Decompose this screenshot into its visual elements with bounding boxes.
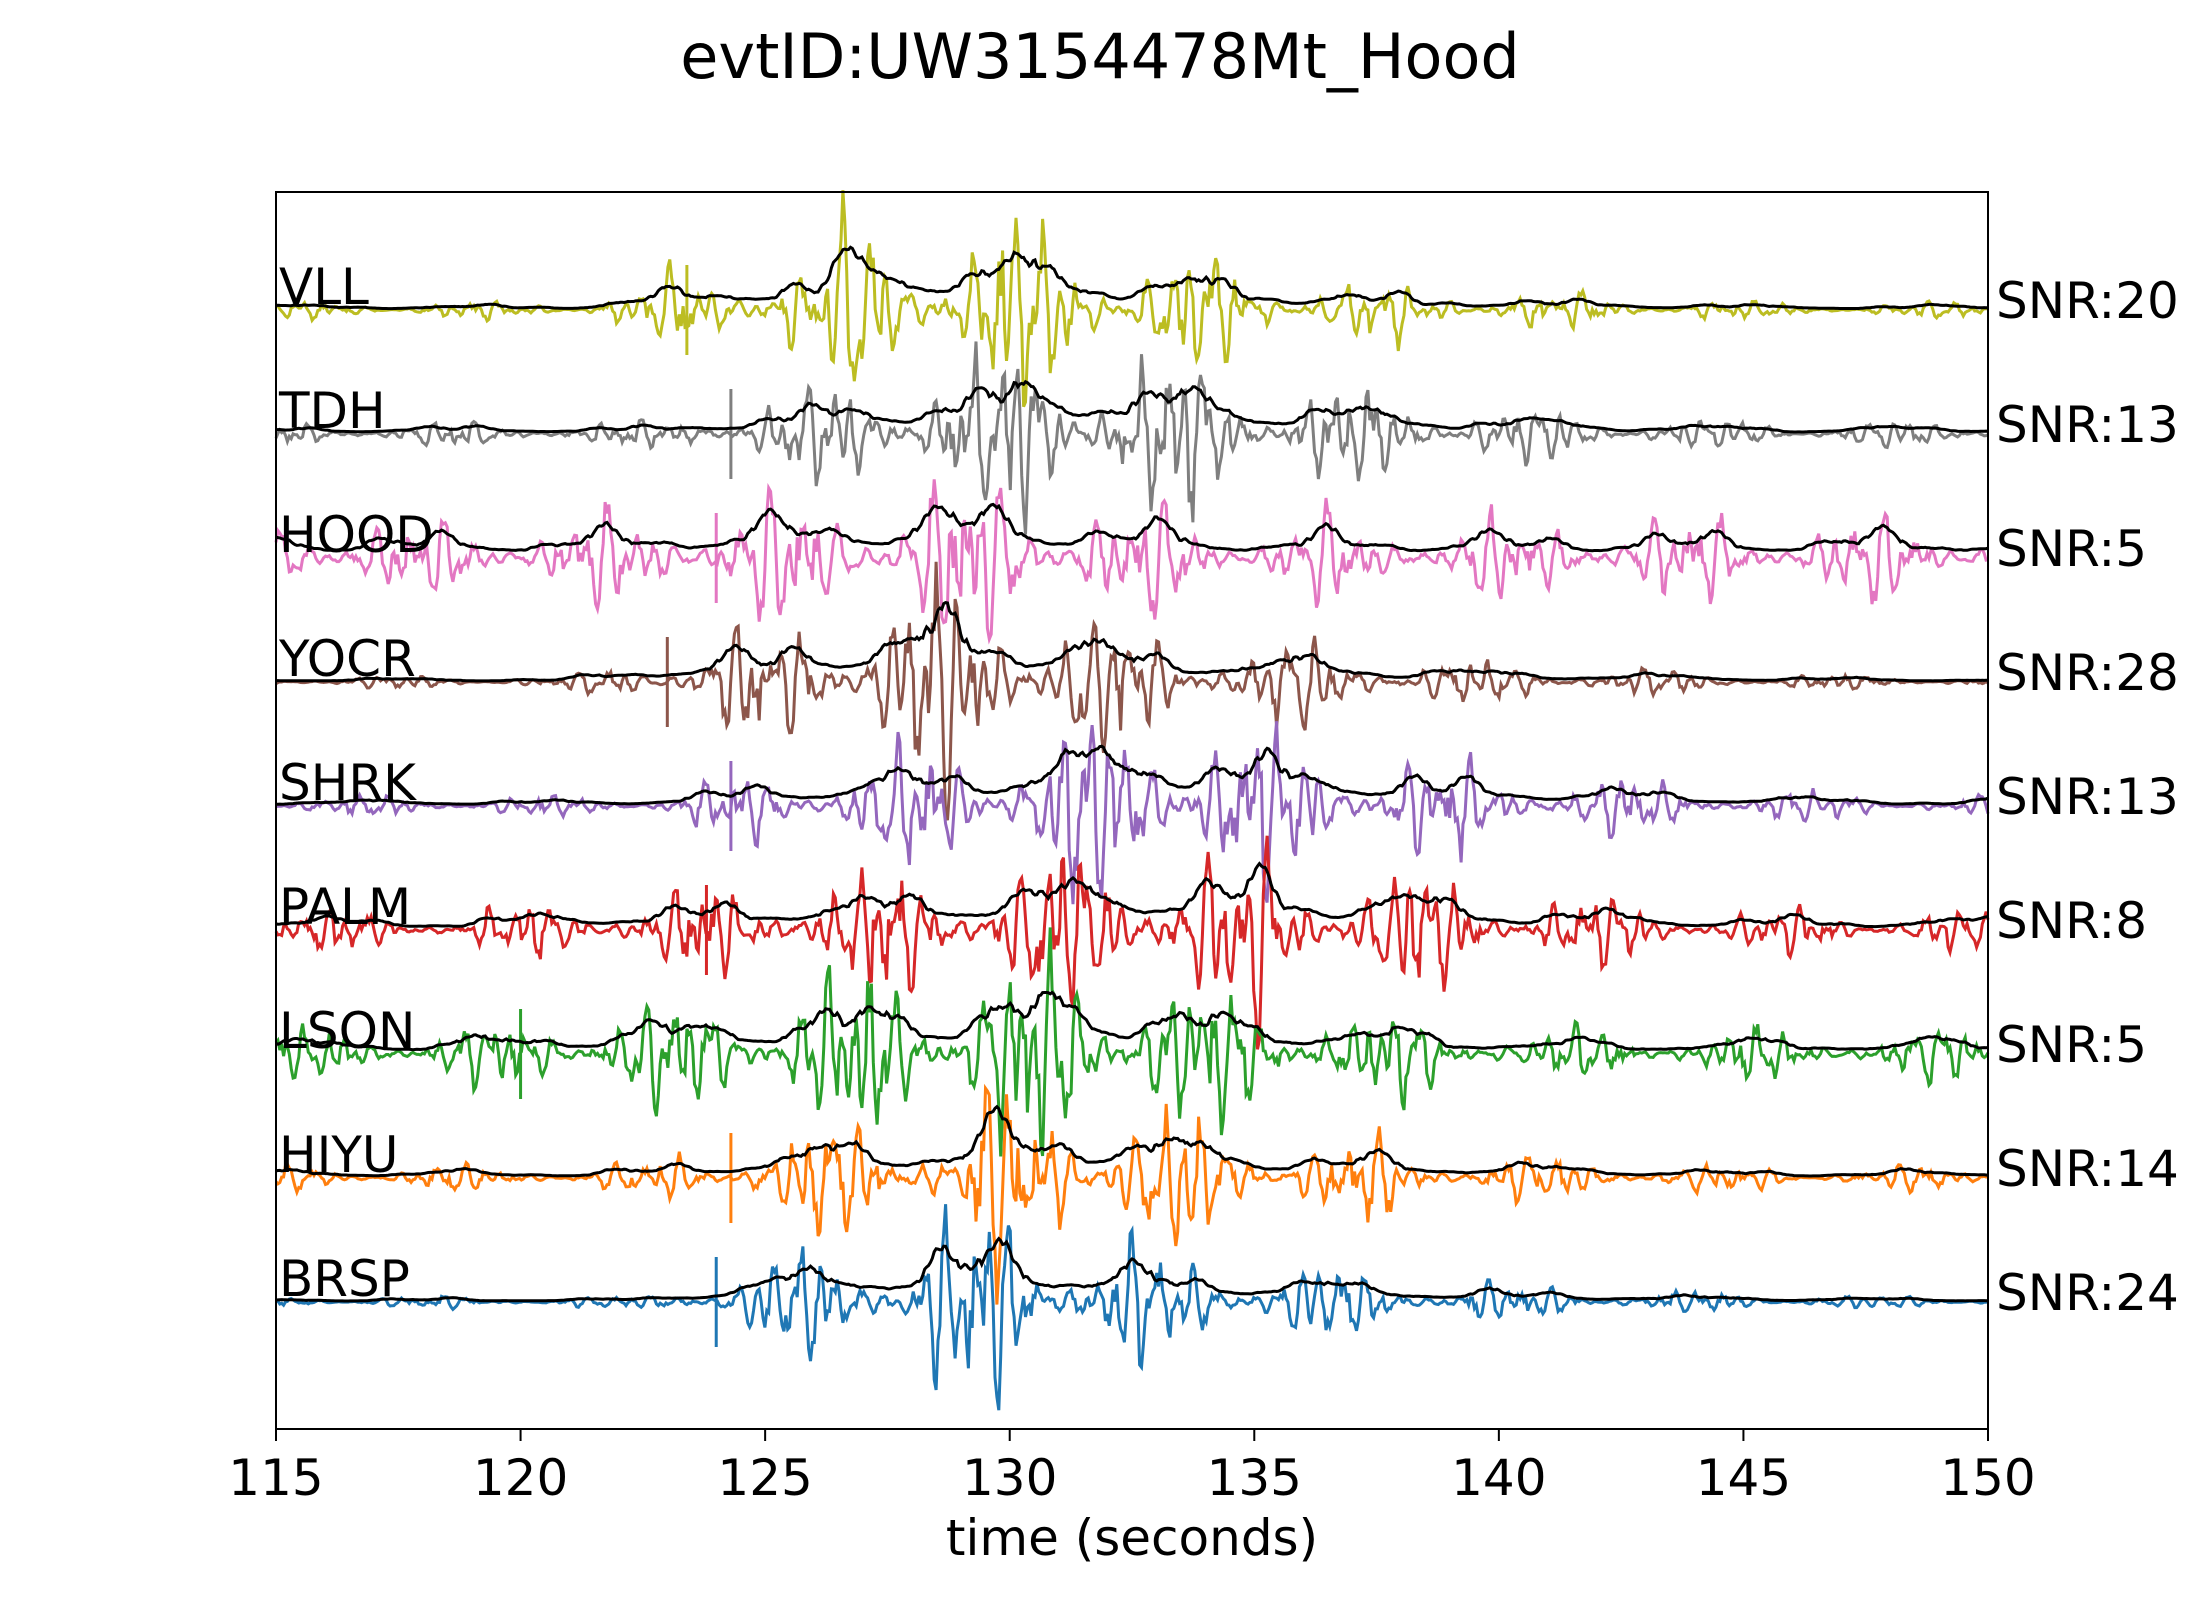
plot-frame xyxy=(275,191,1989,1430)
station-label: TDH xyxy=(278,382,386,440)
envelope-lson xyxy=(275,990,1989,1052)
x-axis-label: time (seconds) xyxy=(946,1509,1318,1567)
station-label: VLL xyxy=(279,258,369,316)
waveform-hood xyxy=(274,479,1989,645)
station-label: HOOD xyxy=(279,506,434,564)
waveform-palm xyxy=(274,835,1990,1050)
x-tick-label: 145 xyxy=(1696,1449,1791,1507)
envelope-shrk xyxy=(276,744,1989,806)
snr-label: SNR:13 xyxy=(1996,396,2179,454)
x-tick-label: 125 xyxy=(717,1449,812,1507)
snr-label: SNR:14 xyxy=(1996,1140,2179,1198)
waveform-shrk xyxy=(275,721,1990,905)
station-labels: VLL SNR:20 TDH SNR:13 HOOD SNR:5 YOCR SNR:28 SHR… xyxy=(278,258,2179,1322)
envelope-hiyu xyxy=(275,1104,1989,1178)
envelope-palm xyxy=(275,861,1989,929)
snr-label: SNR:5 xyxy=(1996,1016,2147,1074)
envelope-yocr xyxy=(276,601,1988,683)
station-label: HIYU xyxy=(279,1126,398,1184)
envelope-tdh xyxy=(276,379,1989,434)
station-label: LSON xyxy=(279,1002,415,1060)
waveform-tdh xyxy=(274,341,1989,535)
chart-title: evtID:UW3154478Mt_Hood xyxy=(680,20,1520,93)
x-tick-label: 150 xyxy=(1940,1449,2035,1507)
waveform-brsp xyxy=(275,1204,1989,1411)
waveform-vll xyxy=(275,190,1989,408)
station-label: BRSP xyxy=(279,1250,410,1308)
snr-label: SNR:8 xyxy=(1996,892,2147,950)
snr-label: SNR:24 xyxy=(1996,1264,2179,1322)
waveform-hiyu xyxy=(274,1083,1989,1305)
x-tick-label: 130 xyxy=(962,1449,1057,1507)
trace-group xyxy=(274,190,1990,1411)
envelope-vll xyxy=(275,245,1989,311)
envelope-hood xyxy=(275,502,1989,553)
x-axis-ticks: 115 120 125 130 135 140 145 150 xyxy=(228,1429,2036,1507)
snr-label: SNR:20 xyxy=(1996,272,2179,330)
x-tick-label: 120 xyxy=(473,1449,568,1507)
envelope-brsp xyxy=(275,1236,1989,1303)
snr-label: SNR:28 xyxy=(1996,644,2179,702)
x-tick-label: 140 xyxy=(1451,1449,1546,1507)
station-label: YOCR xyxy=(278,630,416,688)
waveform-yocr xyxy=(275,561,1990,821)
snr-label: SNR:13 xyxy=(1996,768,2179,826)
waveform-lson xyxy=(274,927,1990,1157)
x-tick-label: 135 xyxy=(1207,1449,1302,1507)
station-label: SHRK xyxy=(279,754,417,812)
snr-label: SNR:5 xyxy=(1996,520,2147,578)
x-tick-label: 115 xyxy=(228,1449,323,1507)
station-label: PALM xyxy=(279,878,411,936)
